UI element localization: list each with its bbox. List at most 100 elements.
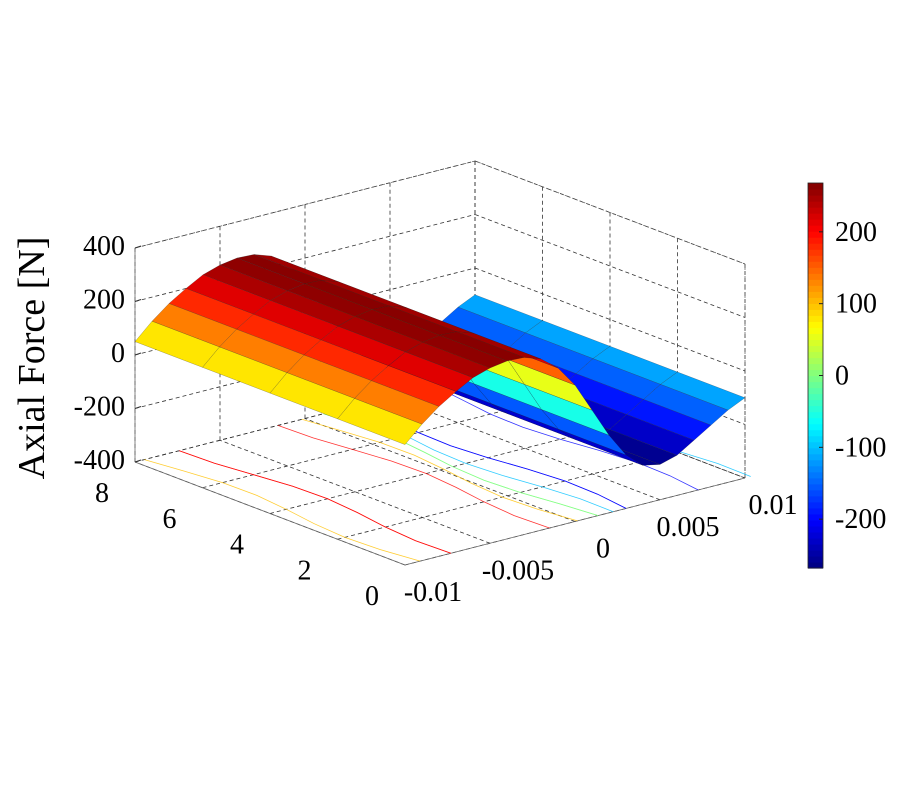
y-tick-label: 8 bbox=[95, 478, 109, 509]
colorbar-segment bbox=[808, 195, 823, 202]
colorbar-segment bbox=[808, 471, 823, 479]
colorbar-segment bbox=[808, 273, 823, 280]
colorbar-segment bbox=[808, 507, 823, 515]
colorbar-segment bbox=[808, 513, 823, 521]
colorbar-segment bbox=[808, 435, 823, 443]
grid-line-x-floor bbox=[219, 439, 491, 544]
z-tick-mark bbox=[134, 459, 142, 463]
floor-contour-line bbox=[277, 425, 550, 529]
x-tick-label: 0 bbox=[596, 534, 610, 565]
z-tick-label: 200 bbox=[83, 285, 125, 316]
colorbar-segment bbox=[808, 219, 823, 226]
z-tick-mark bbox=[134, 352, 142, 356]
colorbar-segment bbox=[808, 243, 823, 250]
y-axis-line bbox=[134, 461, 406, 566]
colorbar-segment bbox=[808, 423, 823, 431]
colorbar-segment bbox=[808, 321, 823, 328]
colorbar-segment bbox=[808, 537, 823, 545]
colorbar-segment bbox=[808, 279, 823, 286]
colorbar-segment bbox=[808, 477, 823, 485]
grid-line-y-floor bbox=[134, 374, 476, 463]
colorbar-segment bbox=[808, 285, 823, 292]
grid-line-z-side bbox=[474, 374, 746, 479]
colorbar-segment bbox=[808, 255, 823, 262]
colorbar-segment bbox=[808, 231, 823, 238]
colorbar-tick-label: 0 bbox=[835, 361, 849, 392]
colorbar-segment bbox=[808, 387, 823, 395]
colorbar-segment bbox=[808, 417, 823, 425]
colorbar-segment bbox=[808, 501, 823, 509]
colorbar-segment bbox=[808, 261, 823, 268]
colorbar-segment bbox=[808, 555, 823, 563]
z-tick-label: -200 bbox=[74, 392, 125, 423]
colorbar-segment bbox=[808, 339, 823, 347]
colorbar-segment bbox=[808, 303, 823, 310]
grid-line-z-back bbox=[134, 160, 476, 249]
colorbar-segment bbox=[808, 399, 823, 407]
colorbar-segment bbox=[808, 405, 823, 413]
colorbar-segment bbox=[808, 495, 823, 503]
colorbar-segment bbox=[808, 561, 823, 569]
z-tick-label: -400 bbox=[74, 445, 125, 476]
colorbar: -200 -100 0 100 200 bbox=[807, 182, 886, 569]
z-tick-label: 0 bbox=[111, 338, 125, 369]
colorbar-segment bbox=[808, 453, 823, 461]
z-tick-mark bbox=[134, 299, 142, 302]
x-tick-label: 0.01 bbox=[749, 490, 798, 521]
x-tick-label: 0.005 bbox=[657, 512, 720, 543]
colorbar-tick-label: 100 bbox=[835, 289, 877, 320]
x-axis-line bbox=[404, 477, 746, 566]
colorbar-segment bbox=[808, 375, 823, 383]
grid-line-x-floor bbox=[389, 396, 661, 501]
z-tick-mark bbox=[134, 245, 142, 249]
box-edge bbox=[474, 160, 746, 265]
colorbar-segment bbox=[808, 237, 823, 244]
z-tick-mark bbox=[134, 406, 142, 409]
colorbar-segment bbox=[808, 483, 823, 491]
colorbar-segment bbox=[808, 369, 823, 377]
grid-line-x-floor bbox=[304, 418, 576, 522]
colorbar-segment bbox=[808, 291, 823, 298]
colorbar-segment bbox=[808, 393, 823, 401]
floor-contour-line bbox=[433, 385, 699, 491]
colorbar-segment bbox=[808, 429, 823, 437]
colorbar-segment bbox=[808, 351, 823, 359]
colorbar-segment bbox=[808, 489, 823, 497]
colorbar-tick-label: 200 bbox=[835, 217, 877, 248]
x-tick-label: -0.005 bbox=[482, 555, 554, 586]
colorbar-segment bbox=[808, 363, 823, 371]
colorbar-segment bbox=[808, 267, 823, 274]
colorbar-segment bbox=[808, 297, 823, 304]
z-axis-label: Axial Force [N] bbox=[11, 237, 53, 480]
grid-line-y-floor bbox=[337, 451, 678, 540]
colorbar-segment bbox=[808, 225, 823, 232]
surface-patch bbox=[337, 398, 423, 445]
floor-contour-line bbox=[144, 459, 421, 562]
colorbar-segment bbox=[808, 459, 823, 467]
box-edge bbox=[134, 160, 476, 249]
colorbar-segment bbox=[808, 315, 823, 322]
y-tick-label: 2 bbox=[298, 555, 312, 586]
colorbar-segment bbox=[808, 201, 823, 208]
y-tick-label: 6 bbox=[163, 504, 177, 535]
colorbar-segment bbox=[808, 213, 823, 220]
colorbar-segment bbox=[808, 345, 823, 353]
colorbar-segment bbox=[808, 441, 823, 449]
colorbar-segment bbox=[808, 525, 823, 533]
x-tick-label: -0.01 bbox=[404, 577, 462, 608]
z-tick-label: 400 bbox=[83, 231, 125, 262]
colorbar-segment bbox=[808, 549, 823, 557]
colorbar-segment bbox=[808, 543, 823, 551]
grid-line-y-floor bbox=[202, 400, 543, 489]
colorbar-segment bbox=[808, 309, 823, 316]
grid-line-y-floor bbox=[269, 426, 611, 514]
colorbar-segment bbox=[808, 333, 823, 341]
floor-contour-line bbox=[179, 450, 452, 554]
colorbar-segment bbox=[808, 519, 823, 527]
colorbar-segment bbox=[808, 189, 823, 196]
colorbar-tick-label: -100 bbox=[835, 432, 886, 463]
colorbar-segment bbox=[808, 327, 823, 334]
colorbar-segment bbox=[808, 531, 823, 539]
